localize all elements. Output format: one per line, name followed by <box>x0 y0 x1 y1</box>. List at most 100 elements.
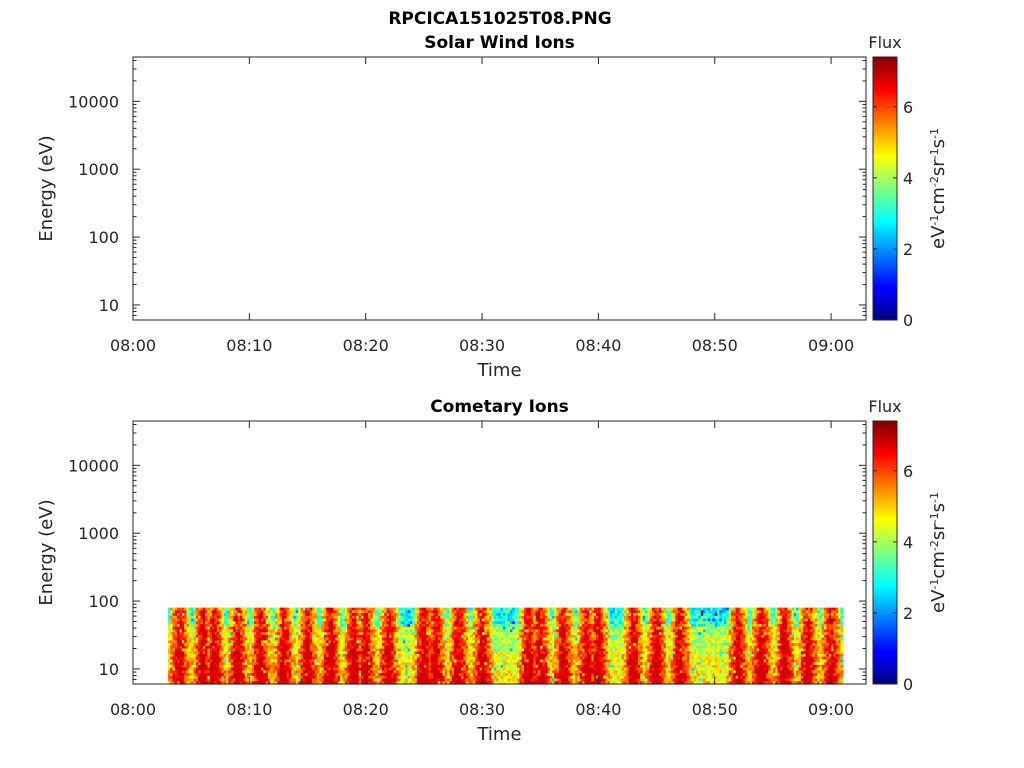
heatmap-cell <box>423 675 427 680</box>
heatmap-cell <box>398 629 402 633</box>
heatmap-cell <box>381 659 385 663</box>
heatmap-cell <box>509 637 513 641</box>
heatmap-cell <box>423 648 427 652</box>
heatmap-cell <box>379 634 383 639</box>
heatmap-cell <box>316 624 320 628</box>
heatmap-cell <box>342 651 346 655</box>
heatmap-cell <box>461 645 465 650</box>
heatmap-cell <box>254 651 257 655</box>
heatmap-cell <box>440 678 444 682</box>
heatmap-cell <box>193 651 197 655</box>
heatmap-cell <box>444 673 448 677</box>
heatmap-cell <box>167 681 171 685</box>
heatmap-cell <box>321 643 325 647</box>
heatmap-cell <box>202 640 206 644</box>
heatmap-cell <box>405 664 409 669</box>
heatmap-cell <box>514 645 518 650</box>
heatmap-cell <box>216 675 220 680</box>
heatmap-cell <box>412 613 416 617</box>
heatmap-cell <box>219 656 223 661</box>
heatmap-cell <box>502 615 506 620</box>
heatmap-cell <box>393 629 397 633</box>
heatmap-cell <box>402 640 406 644</box>
heatmap-cell <box>226 667 230 671</box>
heatmap-cell <box>340 667 344 671</box>
heatmap-cell <box>426 651 430 655</box>
heatmap-cell <box>321 624 325 628</box>
heatmap-cell <box>502 654 506 658</box>
heatmap-cell <box>412 629 416 633</box>
heatmap-cell <box>179 618 183 622</box>
heatmap-cell <box>551 615 555 620</box>
heatmap-cell <box>298 615 302 620</box>
heatmap-cell <box>293 648 297 652</box>
heatmap-cell <box>279 624 283 628</box>
heatmap-cell <box>205 634 209 639</box>
heatmap-cell <box>281 678 285 682</box>
heatmap-cell <box>347 656 351 661</box>
heatmap-cell <box>496 673 499 677</box>
heatmap-cell <box>570 659 574 663</box>
heatmap-cell <box>179 648 183 652</box>
heatmap-cell <box>330 651 334 655</box>
heatmap-cell <box>309 667 313 671</box>
heatmap-cell <box>521 632 525 636</box>
heatmap-cell <box>398 634 402 639</box>
heatmap-cell <box>356 632 360 636</box>
heatmap-cell <box>251 632 255 636</box>
heatmap-cell <box>207 632 211 636</box>
heatmap-cell <box>491 634 495 639</box>
heatmap-cell <box>528 667 532 671</box>
heatmap-cell <box>247 648 250 652</box>
heatmap-cell <box>549 624 553 628</box>
heatmap-cell <box>421 613 425 617</box>
heatmap-cell <box>312 659 316 663</box>
heatmap-cell <box>558 643 562 647</box>
heatmap-cell <box>221 645 225 650</box>
heatmap-cell <box>447 675 451 680</box>
heatmap-cell <box>258 634 262 639</box>
heatmap-cell <box>221 621 225 625</box>
heatmap-cell <box>512 664 516 669</box>
heatmap-cell <box>568 673 572 677</box>
heatmap-cell <box>395 678 399 682</box>
heatmap-cell <box>170 656 174 661</box>
heatmap-cell <box>170 681 174 685</box>
heatmap-cell <box>174 613 178 617</box>
heatmap-cell <box>477 651 481 655</box>
heatmap-cell <box>207 626 211 631</box>
heatmap-cell <box>202 648 206 652</box>
heatmap-cell <box>242 613 246 617</box>
heatmap-cell <box>498 654 502 658</box>
heatmap-cell <box>170 667 174 671</box>
heatmap-cell <box>237 648 241 652</box>
heatmap-cell <box>426 637 430 641</box>
heatmap-cell <box>328 629 332 633</box>
heatmap-cell <box>486 643 490 647</box>
heatmap-cell <box>549 610 553 614</box>
heatmap-cell <box>542 624 546 628</box>
heatmap-cell <box>186 624 190 628</box>
heatmap-cell <box>370 648 374 652</box>
heatmap-cell <box>395 662 399 666</box>
heatmap-cell <box>400 654 404 658</box>
heatmap-cell <box>528 629 532 633</box>
heatmap-cell <box>202 610 206 614</box>
heatmap-cell <box>312 615 316 620</box>
heatmap-cell <box>344 670 348 674</box>
heatmap-cell <box>177 651 181 655</box>
heatmap-cell <box>512 632 516 636</box>
heatmap-cell <box>361 678 364 682</box>
heatmap-cell <box>233 607 236 611</box>
heatmap-cell <box>244 626 248 631</box>
heatmap-cell <box>405 634 409 639</box>
heatmap-cell <box>207 629 211 633</box>
heatmap-cell <box>470 656 474 661</box>
heatmap-cell <box>291 629 295 633</box>
heatmap-cell <box>430 656 434 661</box>
heatmap-cell <box>365 648 369 652</box>
heatmap-cell <box>405 643 409 647</box>
heatmap-cell <box>223 626 227 631</box>
heatmap-cell <box>356 675 360 680</box>
heatmap-cell <box>463 615 467 620</box>
